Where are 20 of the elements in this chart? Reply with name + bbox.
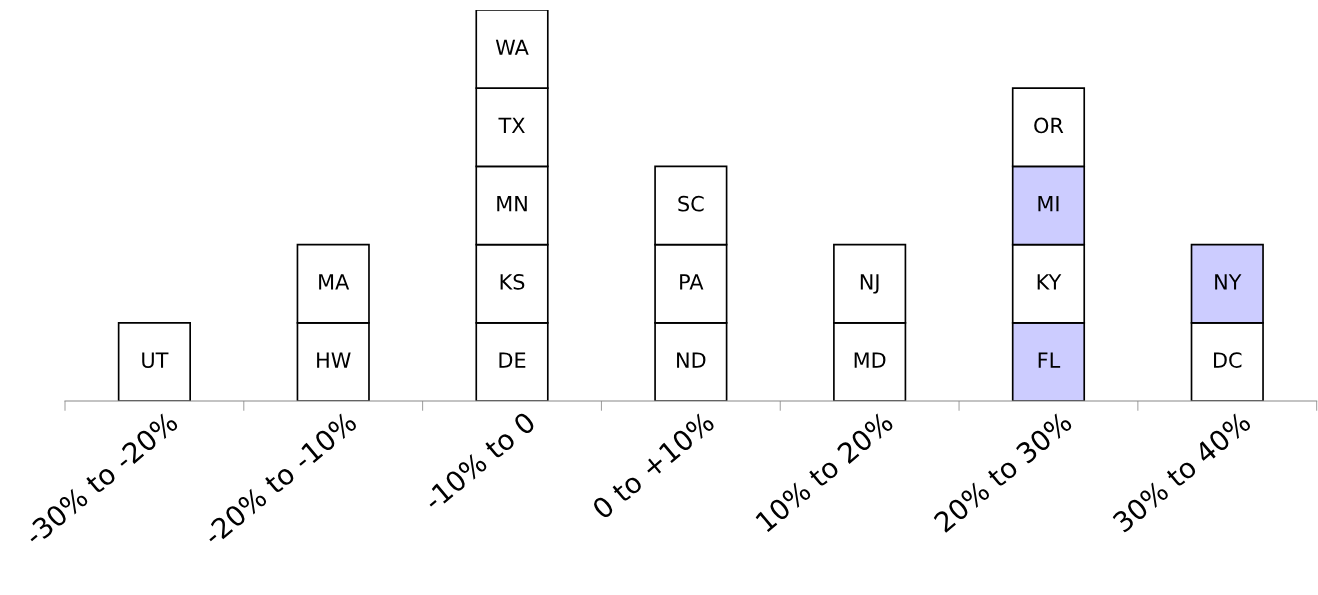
annotation: ND	[677, 352, 706, 368]
annotation: NJ	[860, 274, 879, 294]
annotation: SC	[678, 195, 704, 212]
annotation: OR	[1034, 117, 1064, 134]
annotation: UT	[142, 352, 169, 368]
annotation: PA	[680, 274, 704, 290]
annotation: MA	[319, 274, 350, 290]
annotation: FL	[1038, 352, 1061, 368]
annotation: DC	[1214, 352, 1242, 368]
annotation: KY	[1037, 274, 1062, 290]
annotation: DE	[499, 352, 526, 368]
annotation: TX	[498, 117, 525, 134]
annotation: HW	[317, 352, 351, 368]
annotation: NY	[1215, 274, 1242, 290]
bar	[117, 321, 192, 401]
annotation: MD	[854, 352, 886, 368]
annotation: WA	[495, 39, 529, 55]
annotation: KS	[500, 273, 525, 290]
annotation: MN	[497, 196, 527, 212]
annotation: MI	[1038, 196, 1059, 212]
